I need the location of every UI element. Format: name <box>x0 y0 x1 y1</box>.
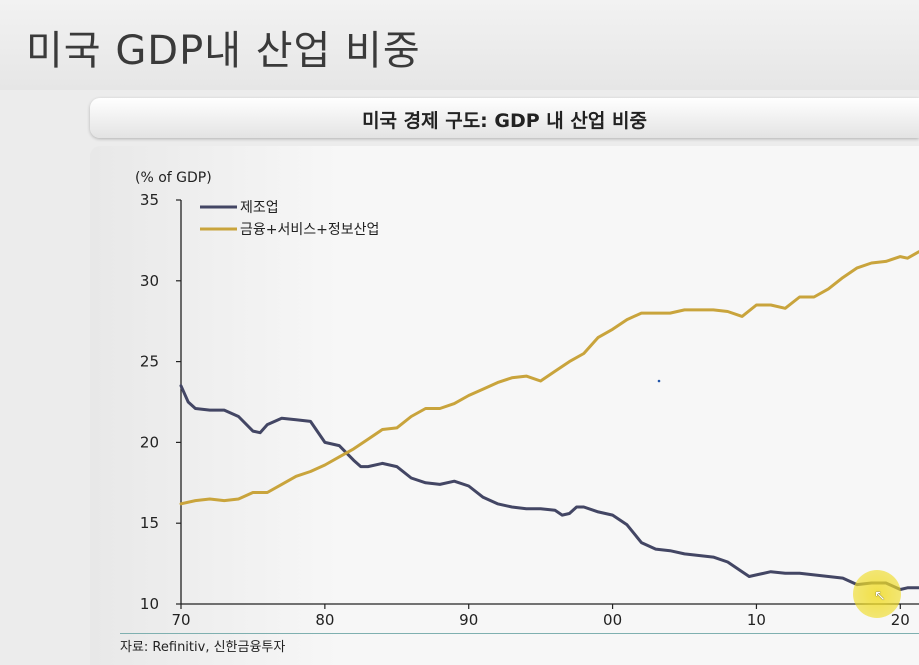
source-note: 자료: Refinitiv, 신한금융투자 <box>120 640 286 655</box>
legend-label-2: 금융+서비스+정보산업 <box>240 222 379 238</box>
y-tick-label: 30 <box>140 272 159 290</box>
x-tick-label: 20 <box>891 611 910 629</box>
series-line-1 <box>179 384 919 591</box>
y-axis-unit-label: (% of GDP) <box>135 170 212 186</box>
slide-title-bar: 미국 GDP내 산업 비중 <box>0 0 919 90</box>
y-tick-label: 15 <box>140 514 159 532</box>
y-tick-label: 25 <box>140 353 159 371</box>
chart-header: 미국 경제 구도: GDP 내 산업 비중 <box>90 98 919 138</box>
x-tick-label: 10 <box>747 611 766 629</box>
x-tick-label: 00 <box>603 611 622 629</box>
y-tick-label: 10 <box>140 595 159 613</box>
slide-title: 미국 GDP내 산업 비중 <box>26 28 421 74</box>
mouse-cursor-icon: ↖ <box>874 588 886 604</box>
x-tick-label: 80 <box>315 611 334 629</box>
source-divider <box>120 633 919 634</box>
y-tick-label: 20 <box>140 433 159 451</box>
cursor-highlight <box>853 570 901 618</box>
legend-label-1: 제조업 <box>240 200 279 216</box>
chart-title: 미국 경제 구도: GDP 내 산업 비중 <box>362 110 647 132</box>
x-tick-label: 70 <box>171 611 190 629</box>
series-line-2 <box>179 250 919 506</box>
stray-dot <box>657 379 661 383</box>
chart-panel <box>90 146 919 665</box>
y-tick-label: 35 <box>140 191 159 209</box>
x-tick-label: 90 <box>459 611 478 629</box>
